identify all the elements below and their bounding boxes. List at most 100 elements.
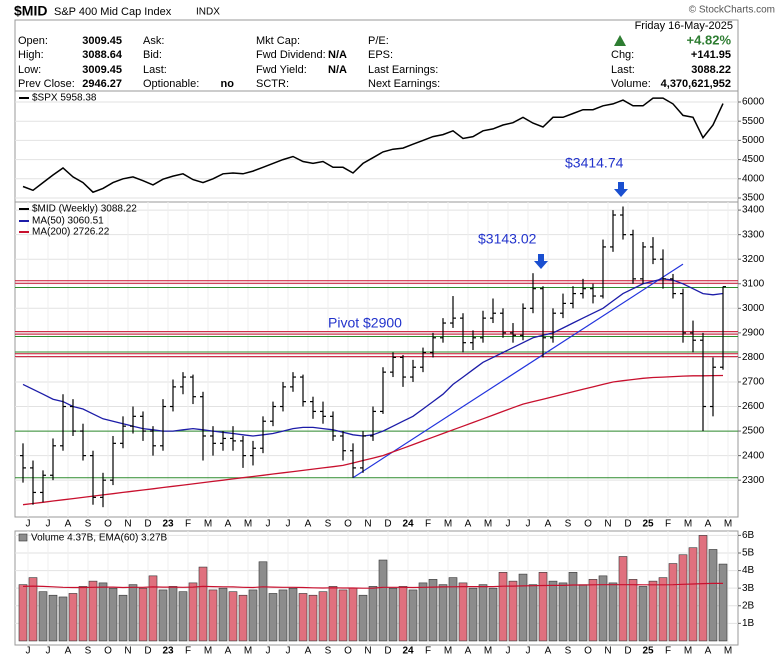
field-label: Low: xyxy=(18,64,41,76)
volume-bar xyxy=(718,563,728,642)
x-tick-label: 23 xyxy=(162,646,174,657)
volume-bar xyxy=(448,577,458,642)
x-tick-label: 24 xyxy=(402,646,414,657)
volume-bar xyxy=(348,587,358,642)
x-tick-label: S xyxy=(565,519,572,530)
field-label: Last: xyxy=(143,64,167,76)
up-arrow xyxy=(614,35,626,46)
x-tick-label: J xyxy=(526,646,531,657)
x-tick-label: A xyxy=(305,646,312,657)
legend-label: Volume 4.37B, EMA(60) 3.27B xyxy=(31,533,168,544)
y-tick-label: 3400 xyxy=(742,205,765,216)
field-value: +141.95 xyxy=(691,49,731,61)
x-tick-label: M xyxy=(444,646,452,657)
annotation-arrow xyxy=(614,182,628,197)
y-tick-label: 4500 xyxy=(742,154,765,165)
x-tick-label: O xyxy=(104,646,112,657)
volume-bar xyxy=(108,587,118,642)
x-tick-label: A xyxy=(305,519,312,530)
volume-bar xyxy=(688,547,698,642)
volume-bar xyxy=(138,587,148,642)
y-tick-label: 5B xyxy=(742,548,755,559)
x-tick-label: A xyxy=(545,646,552,657)
y-tick-label: 3500 xyxy=(742,193,765,204)
x-tick-label: D xyxy=(384,646,391,657)
volume-bar xyxy=(538,572,548,642)
y-tick-label: 4000 xyxy=(742,173,765,184)
y-tick-label: 4B xyxy=(742,565,755,576)
field-label: Next Earnings: xyxy=(368,78,440,90)
x-tick-label: M xyxy=(724,519,732,530)
field-label: EPS: xyxy=(368,49,393,61)
volume-bar xyxy=(598,575,608,642)
volume-bar xyxy=(578,584,588,642)
x-tick-label: A xyxy=(65,519,72,530)
x-tick-label: M xyxy=(484,646,492,657)
x-tick-label: J xyxy=(506,519,511,530)
volume-bar xyxy=(218,587,228,642)
x-tick-label: J xyxy=(286,646,291,657)
volume-bar xyxy=(178,591,188,642)
y-tick-label: 5000 xyxy=(742,135,765,146)
x-tick-label: M xyxy=(244,519,252,530)
field-label: Chg: xyxy=(611,49,634,61)
volume-bar xyxy=(498,572,508,642)
field-label: Ask: xyxy=(143,35,164,47)
field-label: SCTR: xyxy=(256,78,289,90)
x-tick-label: N xyxy=(364,646,371,657)
x-tick-label: J xyxy=(266,646,271,657)
y-tick-label: 3200 xyxy=(742,254,765,265)
x-tick-label: O xyxy=(584,519,592,530)
spx-line xyxy=(22,97,724,194)
volume-bar xyxy=(18,584,28,642)
volume-bar xyxy=(38,591,48,642)
x-tick-label: M xyxy=(204,519,212,530)
y-tick-label: 3100 xyxy=(742,278,765,289)
field-value: 3009.45 xyxy=(82,64,122,76)
x-tick-label: S xyxy=(85,646,92,657)
y-tick-label: 3000 xyxy=(742,303,765,314)
annotation: $3143.02 xyxy=(478,231,537,247)
x-tick-label: F xyxy=(185,646,191,657)
x-tick-label: D xyxy=(144,519,151,530)
field-label: High: xyxy=(18,49,44,61)
volume-bar xyxy=(568,572,578,642)
field-label: Last Earnings: xyxy=(368,64,438,76)
volume-bar xyxy=(88,580,98,642)
volume-bar xyxy=(58,596,68,642)
volume-bar xyxy=(298,593,308,642)
y-tick-label: 2300 xyxy=(742,475,765,486)
annotation-arrow xyxy=(534,254,548,269)
x-tick-label: A xyxy=(465,646,472,657)
volume-bar xyxy=(388,587,398,642)
x-tick-label: N xyxy=(364,519,371,530)
x-tick-label: M xyxy=(684,646,692,657)
x-tick-label: A xyxy=(65,646,72,657)
x-tick-label: O xyxy=(344,646,352,657)
y-tick-label: 6B xyxy=(742,530,755,541)
volume-bar xyxy=(458,582,468,642)
volume-bar xyxy=(48,594,58,642)
field-label: Volume: xyxy=(611,78,651,90)
volume-bar xyxy=(548,580,558,642)
x-tick-label: N xyxy=(604,646,611,657)
field-label: Mkt Cap: xyxy=(256,35,300,47)
x-tick-label: S xyxy=(85,519,92,530)
volume-bar xyxy=(588,579,598,642)
x-tick-label: D xyxy=(144,646,151,657)
legend-label: $SPX 5958.38 xyxy=(32,93,97,104)
volume-bar xyxy=(148,575,158,642)
y-tick-label: 3300 xyxy=(742,229,765,240)
volume-bar xyxy=(668,563,678,642)
x-tick-label: A xyxy=(225,519,232,530)
legend-label: $MID (Weekly) 3088.22 xyxy=(32,204,137,215)
x-tick-label: S xyxy=(325,519,332,530)
x-tick-label: D xyxy=(624,519,631,530)
volume-bar xyxy=(518,573,528,642)
symbol: $MID xyxy=(14,3,47,19)
volume-bar xyxy=(428,579,438,642)
volume-bar xyxy=(328,586,338,642)
volume-bar xyxy=(608,582,618,642)
volume-bar xyxy=(398,586,408,642)
